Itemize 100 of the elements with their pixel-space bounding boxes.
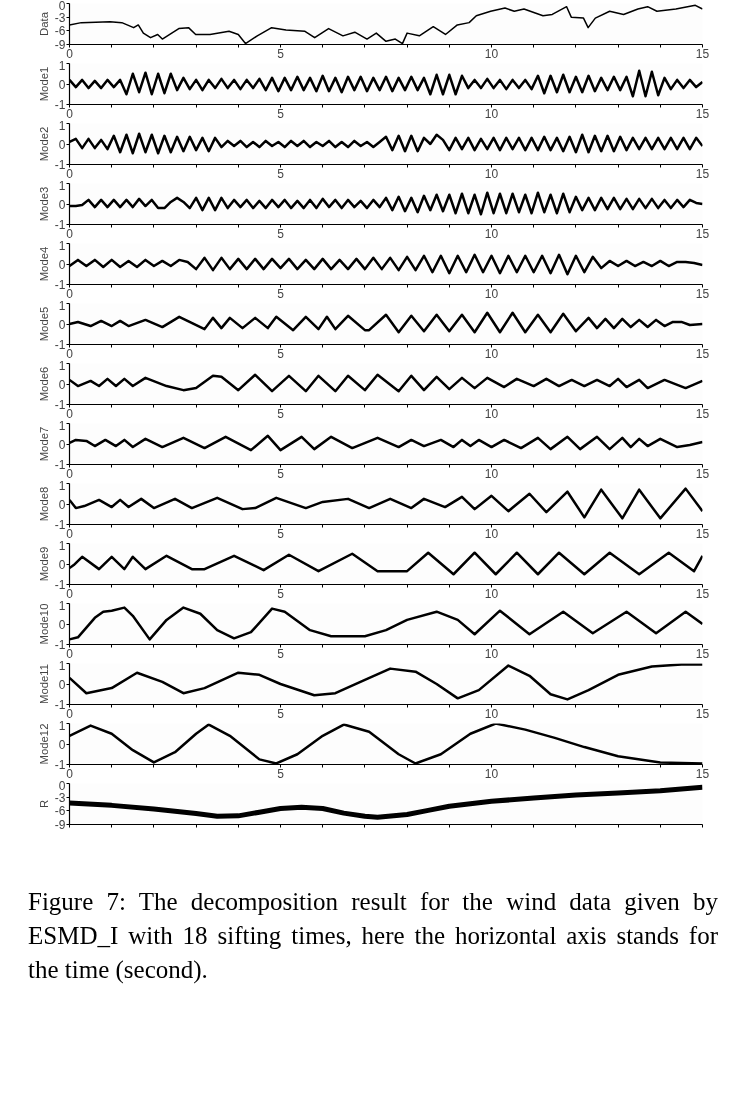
y-tick-label: -1 <box>54 458 66 472</box>
y-axis-title: R <box>37 799 50 809</box>
y-tick-label: 1 <box>58 58 66 73</box>
x-tick-label: 10 <box>484 466 499 481</box>
x-tick-label: 5 <box>277 406 285 421</box>
x-tick-label: 10 <box>484 286 499 301</box>
x-tick-label: 10 <box>484 346 499 361</box>
y-tick-label: 0 <box>58 137 66 152</box>
x-tick-label: 15 <box>695 286 710 301</box>
y-axis-title: Mode7 <box>37 426 50 462</box>
y-tick-label: -9 <box>54 818 66 832</box>
x-tick-label: 5 <box>277 586 285 601</box>
y-axis-title: Mode9 <box>37 546 50 582</box>
y-tick-label: 0 <box>58 0 66 13</box>
y-axis-title: Mode2 <box>37 126 50 162</box>
y-tick-label: -1 <box>54 338 66 352</box>
x-tick-label: 5 <box>277 526 285 541</box>
x-tick-label: 15 <box>695 226 710 241</box>
y-tick-label: 1 <box>58 538 66 553</box>
y-tick-label: 0 <box>58 77 66 92</box>
x-tick-label: 15 <box>695 526 710 541</box>
y-axis-title: Data <box>37 11 50 36</box>
y-tick-label: -1 <box>54 218 66 232</box>
y-tick-label: 0 <box>58 497 66 512</box>
x-tick-label: 5 <box>277 466 285 481</box>
line-series <box>69 606 703 641</box>
caption: Figure 7: The decomposition result for the wind data given by ESMD_I with 18 sifting times, here the horizontal axis stands for the time (second). <box>28 887 718 986</box>
x-tick-label: 10 <box>484 706 499 721</box>
y-tick-label: -1 <box>54 398 66 412</box>
x-tick-label: 15 <box>695 706 710 721</box>
y-tick-label: 1 <box>58 478 66 493</box>
x-tick-label: 5 <box>277 766 285 781</box>
y-axis-title: Mode11 <box>37 663 50 705</box>
y-tick-label: 0 <box>58 778 66 793</box>
x-tick-label: 5 <box>277 226 285 241</box>
y-tick-label: -1 <box>54 518 66 532</box>
x-tick-label: 10 <box>484 106 499 121</box>
y-tick-label: 1 <box>58 358 66 373</box>
y-tick-label: -6 <box>54 24 66 39</box>
x-tick-label: 5 <box>277 346 285 361</box>
y-axis-title: Mode6 <box>37 366 50 402</box>
x-tick-label: 5 <box>277 706 285 721</box>
y-tick-label: 0 <box>58 557 66 572</box>
x-tick-label: 15 <box>695 166 710 181</box>
x-tick-label: 5 <box>277 646 285 661</box>
x-tick-label: 10 <box>484 406 499 421</box>
x-tick-label: 10 <box>484 646 499 661</box>
y-tick-label: 0 <box>58 197 66 212</box>
y-tick-label: -1 <box>54 278 66 292</box>
y-tick-label: -1 <box>54 638 66 652</box>
y-tick-label: 1 <box>58 118 66 133</box>
x-tick-label: 15 <box>695 646 710 661</box>
y-axis-title: Mode10 <box>37 603 50 645</box>
x-tick-label: 5 <box>277 106 285 121</box>
y-tick-label: 1 <box>58 178 66 193</box>
y-tick-label: 0 <box>58 437 66 452</box>
y-tick-label: -1 <box>54 578 66 592</box>
x-tick-label: 15 <box>695 106 710 121</box>
y-tick-label: 0 <box>58 617 66 632</box>
x-tick-label: 10 <box>484 526 499 541</box>
y-tick-label: -1 <box>54 98 66 112</box>
y-tick-label: -1 <box>54 758 66 772</box>
y-axis-title: Mode1 <box>37 66 50 102</box>
y-tick-label: 1 <box>58 238 66 253</box>
y-tick-label: -1 <box>54 698 66 712</box>
x-tick-label: 5 <box>277 286 285 301</box>
x-tick-label: 10 <box>484 586 499 601</box>
y-tick-label: 0 <box>58 257 66 272</box>
y-tick-label: 0 <box>58 737 66 752</box>
y-tick-label: 1 <box>58 718 66 733</box>
y-tick-label: 0 <box>58 677 66 692</box>
x-tick-label: 10 <box>484 46 499 61</box>
y-tick-label: 1 <box>58 658 66 673</box>
y-tick-label: -3 <box>54 10 66 25</box>
x-tick-label: 15 <box>695 406 710 421</box>
y-tick-label: -9 <box>54 38 66 52</box>
y-tick-label: -1 <box>54 158 66 172</box>
y-axis-title: Mode3 <box>37 186 50 222</box>
x-tick-label: 15 <box>695 766 710 781</box>
y-axis-title: Mode8 <box>37 486 50 522</box>
x-tick-label: 10 <box>484 766 499 781</box>
y-tick-label: 1 <box>58 298 66 313</box>
y-tick-label: 1 <box>58 598 66 613</box>
y-tick-label: 1 <box>58 418 66 433</box>
line-series <box>69 4 703 45</box>
y-axis-title: Mode4 <box>37 246 50 282</box>
y-tick-label: -3 <box>54 790 66 805</box>
x-tick-label: 10 <box>484 226 499 241</box>
y-axis-title: Mode12 <box>37 723 50 765</box>
x-tick-label: 15 <box>695 466 710 481</box>
x-tick-label: 15 <box>695 586 710 601</box>
y-tick-label: 0 <box>58 377 66 392</box>
line-series <box>69 663 703 701</box>
y-tick-label: -6 <box>54 804 66 819</box>
x-tick-label: 5 <box>277 166 285 181</box>
x-tick-label: 5 <box>277 46 285 61</box>
y-axis-title: Mode5 <box>37 306 50 342</box>
x-tick-label: 15 <box>695 346 710 361</box>
x-tick-label: 15 <box>695 46 710 61</box>
x-tick-label: 10 <box>484 166 499 181</box>
